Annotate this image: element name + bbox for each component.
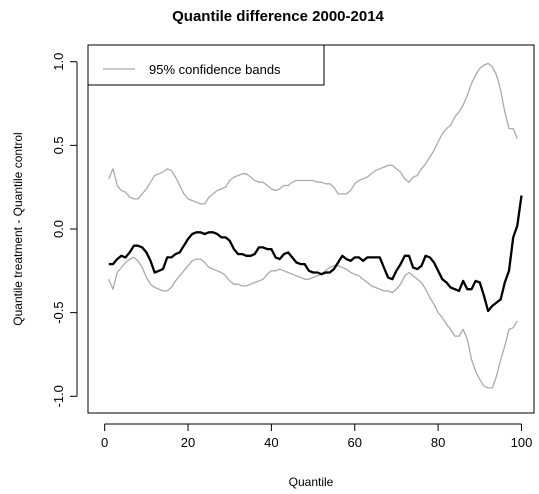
x-axis-title: Quantile: [289, 475, 334, 489]
x-tick-label: 0: [101, 435, 108, 450]
x-tick-label: 100: [511, 435, 533, 450]
plot-frame: [87, 44, 535, 414]
estimate-line: [108, 195, 523, 313]
y-tick-label: -1.0: [51, 385, 66, 407]
y-tick-label: 0.5: [51, 136, 66, 154]
x-tick-label: 60: [348, 435, 362, 450]
chart-title: Quantile difference 2000-2014: [172, 8, 384, 25]
legend-label: 95% confidence bands: [149, 62, 281, 77]
x-tick-label: 80: [431, 435, 445, 450]
x-tick-label: 40: [264, 435, 278, 450]
lower-confidence-band: [108, 256, 518, 389]
y-axis-title: Quantile treatment - Quantile control: [11, 132, 25, 325]
y-tick-label: 1.0: [51, 53, 66, 71]
x-axis: 0 20 40 60 80 100: [101, 423, 533, 450]
y-tick-label: 0.0: [51, 220, 66, 238]
y-axis: -1.0 -0.5 0.0 0.5 1.0: [51, 53, 78, 408]
legend-box: [87, 44, 325, 86]
legend: 95% confidence bands: [87, 44, 325, 86]
series-layer: [108, 62, 523, 389]
y-tick-label: -0.5: [51, 301, 66, 323]
x-tick-label: 20: [181, 435, 195, 450]
upper-confidence-band: [108, 62, 518, 205]
